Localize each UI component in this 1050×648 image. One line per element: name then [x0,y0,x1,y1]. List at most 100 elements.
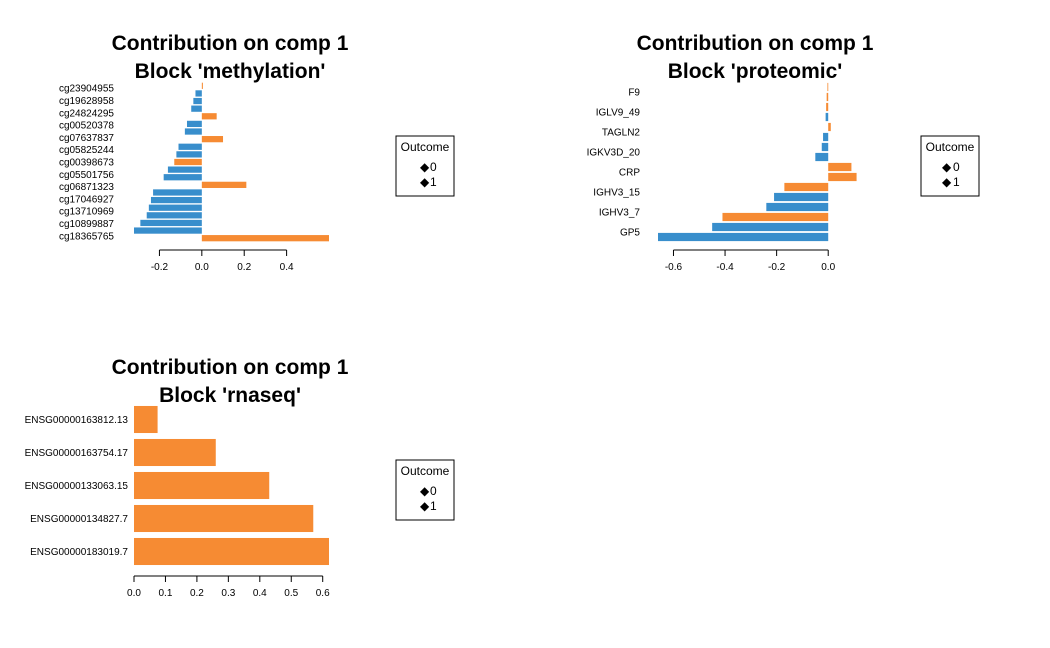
bar [140,219,202,227]
bar [174,158,202,166]
category-label: cg05501756 [59,170,114,181]
category-label: cg00520378 [59,121,114,132]
legend-box [395,459,455,521]
x-tick-label: 0.3 [221,588,235,599]
bar [201,136,224,143]
bar [148,204,202,211]
bar [201,82,203,89]
legend-title: Outcome [401,464,450,478]
legend-label-1: 1 [953,175,960,189]
x-tick-label: -0.4 [716,262,734,273]
category-label: cg10899887 [59,219,114,230]
bar [658,232,829,242]
category-label: cg13710969 [59,207,114,218]
legend-label-1: 1 [430,175,437,189]
category-label: ENSG00000163812.13 [25,415,129,426]
legend-label-0: 0 [430,484,437,498]
x-tick-label: -0.6 [665,262,683,273]
legend-box [395,135,455,197]
legend-box [920,135,980,197]
legend-label-1: 1 [430,499,437,513]
bar [153,189,202,196]
bar [163,174,202,181]
bar [766,202,829,212]
legend-label-0: 0 [430,160,437,174]
chart-title: Contribution on comp 1 [112,32,349,55]
x-tick-label: -0.2 [151,262,169,273]
bar [134,405,158,434]
bar [195,90,202,97]
bar [826,92,829,102]
x-tick-label: 0.0 [127,588,141,599]
bar [201,235,329,242]
category-label: cg19628958 [59,96,114,107]
bar [134,438,216,467]
category-label: F9 [628,88,640,99]
bar [827,82,829,92]
legend-title: Outcome [926,140,975,154]
category-label: ENSG00000133063.15 [25,481,129,492]
bar [823,132,829,142]
legend-title: Outcome [401,140,450,154]
bar [825,112,829,122]
bar [826,102,829,112]
legend: Outcome ◆ 0 ◆ 1 [395,135,455,197]
x-tick-label: 0.0 [821,262,835,273]
bar [178,143,202,150]
category-label: ENSG00000163754.17 [25,448,129,459]
chart-subtitle: Block 'rnaseq' [159,384,301,407]
legend-marker-0: ◆ [420,484,430,498]
bar [134,227,202,234]
category-label: cg06871323 [59,182,114,193]
bar [134,504,314,533]
legend-marker-0: ◆ [420,160,430,174]
bar [176,151,202,158]
bar [201,113,217,120]
bar [784,182,829,192]
category-label: IGLV9_49 [596,108,641,119]
category-label: IGKV3D_20 [587,148,641,159]
category-label: cg24824295 [59,108,114,119]
x-tick-label: 0.0 [195,262,209,273]
category-label: CRP [619,168,640,179]
chart-title: Contribution on comp 1 [637,32,874,55]
chart-subtitle: Block 'methylation' [135,60,326,83]
legend-marker-0: ◆ [942,160,952,174]
category-label: cg07637837 [59,133,114,144]
category-label: IGHV3_15 [593,188,640,199]
bar [722,212,829,222]
bar [134,471,270,500]
x-tick-label: 0.4 [280,262,294,273]
category-label: GP5 [620,228,640,239]
category-label: TAGLN2 [602,128,641,139]
bar [828,162,852,172]
x-tick-label: 0.5 [284,588,298,599]
bar [815,152,829,162]
bar [712,222,829,232]
x-tick-label: -0.2 [768,262,786,273]
category-label: cg17046927 [59,194,114,205]
bar [146,212,202,219]
bar [134,537,329,566]
bar [774,192,829,202]
x-tick-label: 0.2 [237,262,251,273]
bar [186,120,202,128]
bar [828,122,831,132]
legend-marker-1: ◆ [420,499,430,513]
bar [184,128,202,135]
panel-methylation: Contribution on comp 1 Block 'methylatio… [59,32,455,273]
legend: Outcome ◆ 0 ◆ 1 [920,135,980,197]
bar [821,142,829,152]
category-label: ENSG00000134827.7 [30,514,128,525]
bar [193,97,202,105]
legend-label-0: 0 [953,160,960,174]
panel-proteomic: Contribution on comp 1 Block 'proteomic'… [587,32,980,273]
category-label: cg00398673 [59,158,114,169]
chart-subtitle: Block 'proteomic' [668,60,843,83]
chart-title: Contribution on comp 1 [112,356,349,379]
x-tick-label: 0.1 [158,588,172,599]
bar [201,181,247,188]
x-tick-label: 0.4 [253,588,267,599]
